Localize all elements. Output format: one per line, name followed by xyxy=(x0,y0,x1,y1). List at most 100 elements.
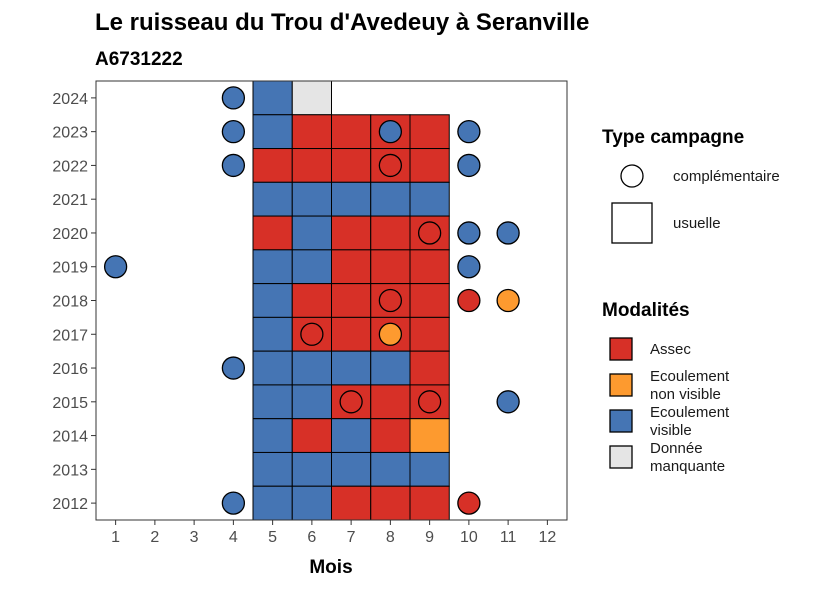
tile-2024-6 xyxy=(291,80,332,116)
x-tick-label-10: 10 xyxy=(460,529,478,546)
x-tick-label-9: 9 xyxy=(425,529,434,546)
tile-2012-9 xyxy=(409,485,450,521)
point-2022-4 xyxy=(221,153,246,178)
tile-2023-7 xyxy=(331,114,372,150)
y-tick-label-2018: 2018 xyxy=(52,294,88,311)
tile-2015-6 xyxy=(291,384,332,420)
y-tick-label-2022: 2022 xyxy=(52,158,88,175)
tile-2021-7 xyxy=(331,181,372,217)
tile-2015-5 xyxy=(252,384,293,420)
tile-2018-5 xyxy=(252,283,293,318)
point-2023-8 xyxy=(378,120,403,144)
point-2023-4 xyxy=(221,120,246,144)
tile-2016-9 xyxy=(409,350,450,386)
legend-key-donnee-manquante xyxy=(609,445,633,469)
point-2022-10 xyxy=(457,153,481,178)
x-tick-label-6: 6 xyxy=(307,529,316,546)
x-tick-label-4: 4 xyxy=(229,529,238,546)
y-tick-label-2019: 2019 xyxy=(52,260,88,277)
tile-2014-6 xyxy=(291,418,332,453)
tile-2016-5 xyxy=(252,350,293,386)
tile-2012-7 xyxy=(331,485,372,521)
point-2020-10 xyxy=(457,221,481,245)
tile-2019-5 xyxy=(252,249,293,285)
point-2022-8 xyxy=(378,153,403,178)
tile-2013-9 xyxy=(409,451,450,487)
y-tick-label-2017: 2017 xyxy=(52,327,88,344)
tile-2021-8 xyxy=(370,181,411,217)
tile-2013-7 xyxy=(331,451,372,487)
tile-2012-6 xyxy=(291,485,332,521)
tile-2022-7 xyxy=(331,148,372,183)
point-2012-4 xyxy=(221,491,246,515)
tile-2018-9 xyxy=(409,283,450,318)
legend-key-ecoulement-non-visible xyxy=(609,373,633,397)
y-tick-label-2024: 2024 xyxy=(52,91,88,108)
point-2018-10 xyxy=(457,288,481,313)
point-2017-8 xyxy=(378,322,403,346)
legend-type-title: Type campagne xyxy=(602,127,744,148)
tile-2014-7 xyxy=(331,418,372,453)
x-tick-label-8: 8 xyxy=(386,529,395,546)
x-tick-label-5: 5 xyxy=(268,529,277,546)
point-2023-10 xyxy=(457,120,481,144)
tile-2019-9 xyxy=(409,249,450,285)
tile-2018-6 xyxy=(291,283,332,318)
point-2018-8 xyxy=(378,288,403,313)
point-2020-9 xyxy=(417,221,442,245)
tile-2019-7 xyxy=(331,249,372,285)
legend-modalites-title: Modalités xyxy=(602,300,690,321)
x-tick-label-12: 12 xyxy=(538,529,556,546)
tile-2012-5 xyxy=(252,485,293,521)
legend-key-ecoulement-visible xyxy=(609,409,633,433)
tiles-layer xyxy=(252,80,450,521)
tile-2022-9 xyxy=(409,148,450,183)
x-axis: 1 2 3 4 5 6 7 8 9 10 11 12 xyxy=(111,520,556,546)
y-tick-label-2023: 2023 xyxy=(52,125,88,142)
legend-label-usuelle: usuelle xyxy=(673,215,721,232)
point-2024-4 xyxy=(221,86,246,110)
x-tick-label-3: 3 xyxy=(190,529,199,546)
tile-2015-8 xyxy=(370,384,411,420)
tile-2021-6 xyxy=(291,181,332,217)
tile-2016-6 xyxy=(291,350,332,386)
tile-2023-5 xyxy=(252,114,293,150)
point-2019-10 xyxy=(457,255,481,279)
legend-key-usuelle xyxy=(611,202,653,244)
tile-2020-5 xyxy=(252,215,293,251)
chart-subtitle: A6731222 xyxy=(95,49,183,70)
legend-label-donnee-manquante: Donnée manquante xyxy=(650,440,725,475)
point-2015-11 xyxy=(496,390,520,414)
points-layer xyxy=(103,86,520,515)
legend-label-complementaire: complémentaire xyxy=(673,168,780,185)
tile-2017-7 xyxy=(331,316,372,352)
legend-label-ecoulement-visible: Ecoulement visible xyxy=(650,404,730,439)
legend-label-ecoulement-non-visible: Ecoulement non visible xyxy=(650,368,730,403)
x-tick-label-1: 1 xyxy=(111,529,120,546)
tile-2013-6 xyxy=(291,451,332,487)
tile-2022-5 xyxy=(252,148,293,183)
tile-2012-8 xyxy=(370,485,411,521)
y-tick-label-2015: 2015 xyxy=(52,395,88,412)
tile-2019-8 xyxy=(370,249,411,285)
tile-2020-6 xyxy=(291,215,332,251)
tile-2013-8 xyxy=(370,451,411,487)
tile-2021-5 xyxy=(252,181,293,217)
tile-2013-5 xyxy=(252,451,293,487)
x-tick-label-2: 2 xyxy=(150,529,159,546)
point-2017-6 xyxy=(300,322,324,346)
tile-2016-7 xyxy=(331,350,372,386)
y-tick-label-2020: 2020 xyxy=(52,226,88,243)
tile-2023-9 xyxy=(409,114,450,150)
tile-2022-6 xyxy=(291,148,332,183)
tile-2021-9 xyxy=(409,181,450,217)
point-2016-4 xyxy=(221,356,246,380)
y-tick-label-2021: 2021 xyxy=(52,192,88,209)
point-2015-7 xyxy=(339,390,363,414)
point-2015-9 xyxy=(417,390,442,414)
tile-2019-6 xyxy=(291,249,332,285)
tile-2014-8 xyxy=(370,418,411,453)
tile-2018-7 xyxy=(331,283,372,318)
tile-2020-7 xyxy=(331,215,372,251)
